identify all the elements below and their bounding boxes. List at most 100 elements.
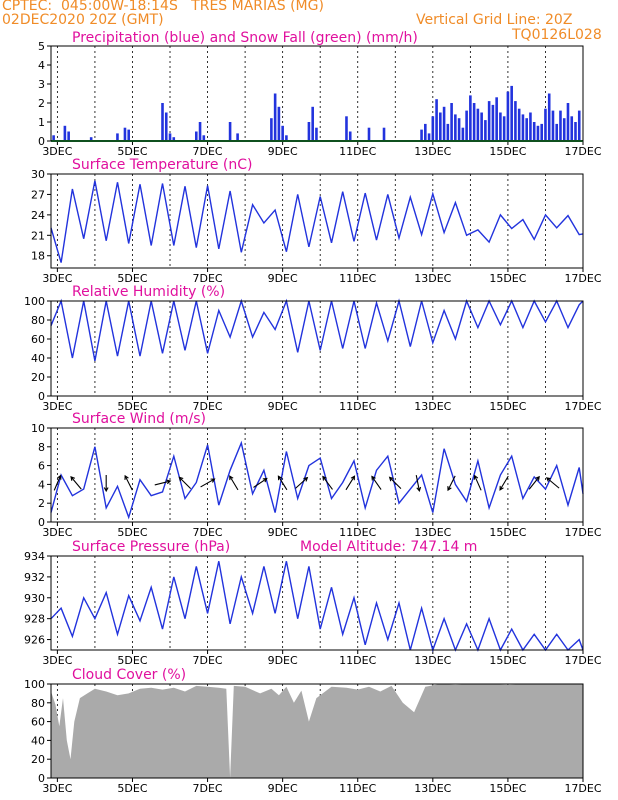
pressure-ytick-label: 934 (24, 550, 45, 563)
pressure-ytick-label: 932 (24, 571, 45, 584)
precip-bar (480, 112, 483, 141)
temperature-xtick-label: 5DEC (117, 272, 147, 285)
humidity-xtick-label: 15DEC (489, 400, 526, 413)
precip-bar (570, 116, 574, 141)
temperature-xtick-label: 3DEC (42, 272, 72, 285)
wind-ytick-label: 8 (38, 441, 45, 454)
humidity-ytick-label: 0 (38, 390, 45, 403)
cloud-ytick-label: 0 (38, 772, 45, 785)
pressure-xtick-label: 13DEC (414, 654, 451, 667)
pressure-xtick-label: 3DEC (42, 654, 72, 667)
precip-bar (551, 110, 555, 141)
precip-bar (465, 110, 468, 141)
precip-bar (540, 123, 544, 141)
precip-bar (577, 110, 581, 141)
temperature-ytick-label: 24 (31, 209, 45, 222)
precip-bar (525, 118, 528, 141)
pressure-annotation: Model Altitude: 747.14 m (300, 539, 477, 555)
precip-bar (495, 97, 498, 141)
precip-bar (547, 93, 551, 141)
wind-vector-arrow (415, 475, 422, 492)
pressure-ytick-label: 926 (24, 634, 45, 647)
wind-xtick-label: 13DEC (414, 526, 451, 539)
wind-ytick-label: 6 (38, 460, 45, 473)
precip-ytick-label: 3 (38, 78, 45, 91)
humidity-xtick-label: 9DEC (268, 400, 298, 413)
precip-bar (427, 133, 431, 141)
humidity-ytick-label: 100 (24, 295, 45, 308)
precip-bar (348, 131, 352, 141)
precip-bar (469, 95, 472, 141)
cloud-xtick-label: 5DEC (117, 782, 147, 795)
temperature-ytick-label: 30 (31, 168, 45, 181)
cloud-xtick-label: 15DEC (489, 782, 526, 795)
precip-bar (431, 116, 435, 141)
precip-bar (161, 103, 164, 141)
cloud-xtick-label: 9DEC (268, 782, 298, 795)
wind-ytick-label: 0 (38, 516, 45, 529)
precip-bar (202, 135, 206, 141)
wind-xtick-label: 7DEC (193, 526, 223, 539)
precip-bar (562, 118, 566, 141)
humidity-line (50, 298, 584, 362)
precip-ytick-label: 0 (38, 135, 45, 148)
wind-vector-arrow (103, 475, 109, 493)
cloud-ytick-label: 100 (24, 678, 45, 691)
precip-bar (435, 99, 438, 141)
wind-vector-arrow (70, 475, 82, 490)
precip-bar (529, 112, 532, 141)
cloud-ytick-label: 20 (31, 753, 45, 766)
pressure-xtick-label: 9DEC (268, 654, 298, 667)
precip-bar (536, 125, 540, 141)
wind-ytick-label: 2 (38, 497, 45, 510)
precip-xtick-label: 9DEC (268, 145, 298, 158)
precip-frame (50, 45, 584, 142)
pressure-xtick-label: 5DEC (117, 654, 147, 667)
precip-bar (127, 129, 131, 141)
temperature-xtick-label: 11DEC (339, 272, 376, 285)
wind-vector-arrow (277, 475, 288, 491)
temperature-xtick-label: 15DEC (489, 272, 526, 285)
wind-vector-arrow (371, 475, 382, 490)
precip-xtick-label: 11DEC (339, 145, 376, 158)
precip-bar (420, 129, 423, 141)
cloud-ytick-label: 80 (31, 697, 45, 710)
precip-bar (555, 123, 559, 141)
humidity-xtick-label: 13DEC (414, 400, 451, 413)
precip-bar (164, 112, 168, 141)
humidity-ytick-label: 80 (31, 314, 45, 327)
cloud-xtick-label: 13DEC (414, 782, 451, 795)
wind-vector-arrow (229, 475, 239, 491)
humidity-xtick-label: 11DEC (339, 400, 376, 413)
precip-bar (345, 116, 348, 141)
precip-bar (277, 106, 281, 141)
precip-xtick-label: 13DEC (414, 145, 451, 158)
wind-vector-arrow (499, 475, 509, 491)
precip-bar (424, 123, 427, 141)
cloud-xtick-label: 7DEC (193, 782, 223, 795)
precip-bar (514, 101, 517, 141)
humidity-title: Relative Humidity (%) (72, 284, 225, 300)
wind-xtick-label: 11DEC (339, 526, 376, 539)
header-source: CPTEC: (2, 0, 53, 14)
wind-title: Surface Wind (m/s) (72, 411, 206, 427)
precip-bar (172, 137, 176, 141)
precip-xtick-label: 3DEC (42, 145, 72, 158)
precip-bar (532, 122, 536, 141)
precip-bar (461, 127, 465, 141)
precip-bar (510, 85, 513, 141)
precip-bar (270, 118, 273, 141)
cloud-frame (50, 683, 584, 779)
precip-bar (273, 93, 277, 141)
wind-vector-arrow (200, 478, 216, 488)
precip-bar (484, 120, 487, 141)
precip-bar (194, 131, 198, 141)
wind-ytick-label: 4 (38, 478, 45, 491)
precip-bar (228, 122, 232, 141)
wind-vector-arrow (388, 476, 402, 490)
precip-bar (521, 114, 525, 141)
precip-bar (454, 114, 457, 141)
precip-bar (315, 127, 318, 141)
humidity-frame (50, 300, 584, 397)
